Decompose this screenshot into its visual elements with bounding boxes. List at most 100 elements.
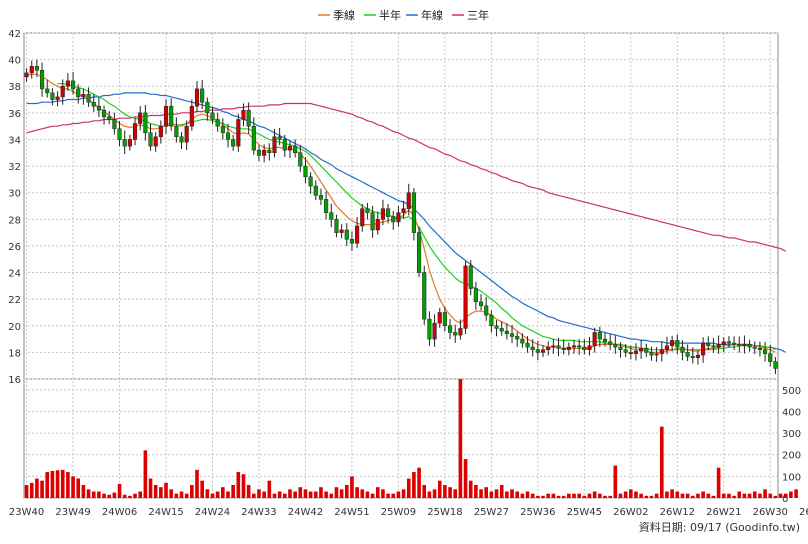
candle-body xyxy=(277,136,282,140)
volume-tick-label: 200 xyxy=(782,451,801,462)
candle-body xyxy=(432,322,437,340)
volume-bar xyxy=(768,493,773,498)
candle-body xyxy=(716,344,721,348)
volume-bar xyxy=(107,494,112,498)
candle-body xyxy=(757,348,762,350)
volume-bar xyxy=(241,474,246,498)
time-tick-label: 26W30 xyxy=(753,507,788,518)
candle-body xyxy=(375,219,380,231)
candle-body xyxy=(34,66,39,71)
volume-bar xyxy=(623,491,628,498)
candle-body xyxy=(556,345,561,349)
candle-body xyxy=(592,332,597,346)
chart-legend: 季線 半年 年線 三年 xyxy=(318,8,489,22)
volume-bar xyxy=(437,480,442,498)
volume-bar xyxy=(221,487,225,498)
candle-body xyxy=(504,330,509,335)
candle-body xyxy=(546,346,551,350)
grid-layer xyxy=(24,32,778,499)
price-tick-label: 26 xyxy=(8,242,21,253)
volume-bar xyxy=(742,493,747,498)
volume-bar xyxy=(298,487,303,498)
time-tick-label: 26W02 xyxy=(613,507,648,518)
volume-bar xyxy=(479,489,483,498)
price-tick-label: 24 xyxy=(8,269,21,280)
candle-body xyxy=(768,353,773,362)
candle-body xyxy=(96,105,101,111)
volume-bar xyxy=(334,487,339,498)
volume-bar xyxy=(448,487,452,498)
candle-body xyxy=(86,93,91,103)
candle-body xyxy=(60,85,65,98)
candle-body xyxy=(334,219,339,233)
volume-bar xyxy=(696,493,700,498)
volume-tick-label: 100 xyxy=(782,472,801,483)
candle-body xyxy=(132,123,138,140)
volume-bar xyxy=(355,487,359,498)
candle-body xyxy=(680,346,685,353)
volume-bar xyxy=(55,470,60,498)
data-date-note: 資料日期: 09/17 (Goodinfo.tw) xyxy=(639,520,800,534)
volume-bar xyxy=(303,489,308,498)
volume-bar xyxy=(71,476,75,498)
time-tick-label: 24W42 xyxy=(288,507,323,518)
price-tick-label: 16 xyxy=(8,375,21,386)
volume-bar xyxy=(422,485,427,498)
candle-body xyxy=(76,88,81,98)
volume-bar xyxy=(29,482,34,498)
candle-body xyxy=(272,136,277,154)
candle-body xyxy=(107,116,112,120)
candle-body xyxy=(163,105,169,127)
candle-body xyxy=(411,192,416,233)
volume-bar xyxy=(350,476,354,498)
candle-body xyxy=(365,208,370,213)
volume-bar xyxy=(443,485,447,498)
volume-bar xyxy=(598,493,602,498)
candle-body xyxy=(112,119,117,130)
volume-bar xyxy=(613,465,618,498)
candle-body xyxy=(184,125,189,143)
candle-body xyxy=(65,80,70,87)
volume-bar xyxy=(778,493,783,498)
volume-bar xyxy=(541,495,545,498)
candlestick-layer xyxy=(24,59,778,375)
candle-body xyxy=(282,139,287,151)
volume-bar xyxy=(520,493,525,498)
candle-body xyxy=(71,80,76,90)
volume-bar xyxy=(758,493,762,498)
time-tick-label: 25W18 xyxy=(427,507,462,518)
volume-bar xyxy=(60,469,65,498)
candle-body xyxy=(535,349,540,353)
volume-bar xyxy=(468,480,473,498)
time-tick-label: 25W45 xyxy=(567,507,602,518)
volume-bar xyxy=(210,493,215,498)
volume-bar xyxy=(122,494,127,498)
candle-body xyxy=(540,349,546,353)
moving-average-layer xyxy=(26,73,786,353)
volume-bar xyxy=(184,493,189,498)
candle-body xyxy=(91,101,96,107)
price-tick-label: 20 xyxy=(8,322,21,333)
volume-bar xyxy=(153,485,158,498)
candle-body xyxy=(628,352,633,354)
candle-body xyxy=(422,272,427,320)
volume-bar xyxy=(794,489,798,498)
volume-bar xyxy=(453,489,458,498)
legend-label-half: 半年 xyxy=(379,8,401,22)
candle-body xyxy=(360,208,365,227)
volume-bar xyxy=(773,495,778,498)
candle-body xyxy=(174,125,179,138)
volume-bar xyxy=(572,493,576,498)
volume-bar xyxy=(293,491,297,498)
volume-bar xyxy=(644,495,649,498)
time-tick-label: 24W24 xyxy=(195,507,230,518)
candle-body xyxy=(127,139,132,147)
candle-body xyxy=(711,345,716,348)
volume-bar xyxy=(329,493,334,498)
volume-bar xyxy=(396,491,401,498)
volume-bar xyxy=(608,495,612,498)
candle-body xyxy=(396,212,401,223)
candle-body xyxy=(220,125,225,134)
